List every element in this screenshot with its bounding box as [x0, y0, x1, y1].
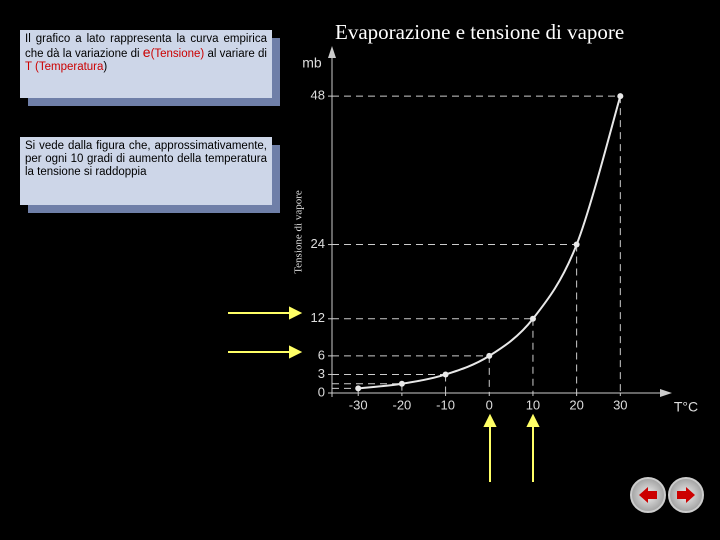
x-tick-label: -20 [392, 397, 411, 412]
x-tick-label: 0 [486, 397, 493, 412]
y-tick-label: 6 [318, 347, 325, 362]
y-unit: mb [302, 55, 322, 71]
point [529, 315, 536, 322]
point [486, 352, 493, 359]
box-text: e [142, 44, 151, 60]
point [398, 380, 405, 387]
box-text: ) [103, 61, 108, 73]
x-tick-label: -10 [436, 397, 455, 412]
box-text: Il grafico a lato rappresenta la curva e… [25, 33, 267, 60]
curve [358, 95, 622, 390]
point [617, 93, 624, 100]
x-tick-label: 10 [526, 397, 540, 412]
next-button[interactable] [668, 477, 704, 513]
y-tick-label: 48 [311, 88, 325, 103]
box-text: al variare di [204, 48, 267, 60]
axis-arrow [328, 46, 336, 58]
point [573, 241, 580, 248]
arrows [228, 306, 540, 482]
text-box: Si vede dalla figura che, approssimativa… [20, 137, 272, 205]
x-tick-label: 20 [569, 397, 583, 412]
box-text: (Tensione) [150, 48, 205, 60]
y-tick-label: 3 [318, 366, 325, 381]
y-axis-label: Tensione di vapore [293, 190, 305, 274]
prev-button[interactable] [630, 477, 666, 513]
x-axis-label: T°C [674, 399, 698, 415]
y-tick-label: 24 [311, 236, 325, 251]
axis-arrow [660, 389, 672, 397]
point [355, 385, 362, 392]
y-tick-label: 0 [318, 384, 325, 399]
box-text: Si vede dalla figura che, approssimativa… [25, 140, 267, 178]
text-box: Il grafico a lato rappresenta la curva e… [20, 30, 272, 98]
box-text: T (Temperatura [25, 61, 104, 73]
x-tick-label: 30 [613, 397, 627, 412]
slide-title: Evaporazione e tensione di vapore [335, 20, 625, 44]
x-tick-label: -30 [349, 397, 368, 412]
y-tick-label: 12 [311, 310, 325, 325]
point [442, 371, 449, 378]
